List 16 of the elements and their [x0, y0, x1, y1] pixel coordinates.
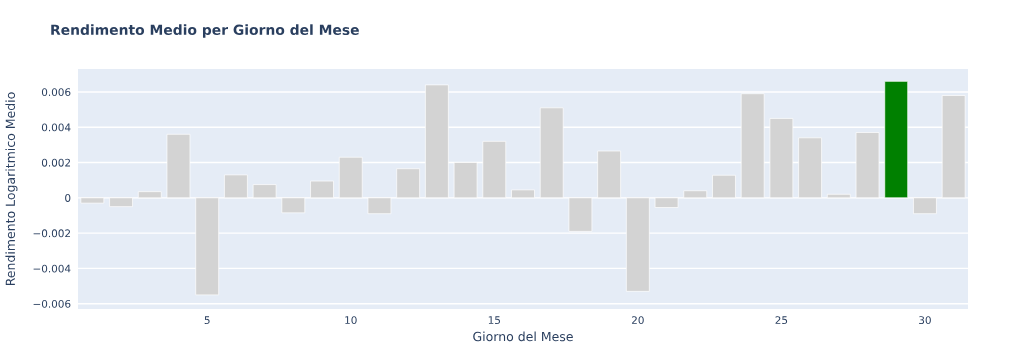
x-tick-label: 10 — [345, 316, 357, 325]
x-tick-label: 30 — [919, 316, 931, 325]
y-tick-label: −0.002 — [33, 229, 71, 238]
y-tick-label: 0 — [65, 194, 71, 202]
y-axis-title: Rendimento Logaritmico Medio — [5, 92, 18, 286]
chart-title: Rendimento Medio per Giorno del Mese — [51, 24, 359, 38]
x-tick-label: 25 — [775, 316, 788, 325]
x-tick-label: 15 — [488, 316, 501, 325]
y-tick-label: −0.006 — [33, 299, 71, 308]
y-tick-label: 0.006 — [41, 88, 71, 97]
y-tick-label: 0.002 — [41, 158, 71, 167]
x-tick-label: 5 — [204, 316, 210, 325]
x-axis-title: Giorno del Mese — [473, 331, 573, 342]
y-tick-label: −0.004 — [33, 264, 71, 273]
y-tick-label: 0.004 — [41, 123, 71, 132]
x-tick-label: 20 — [631, 316, 644, 325]
